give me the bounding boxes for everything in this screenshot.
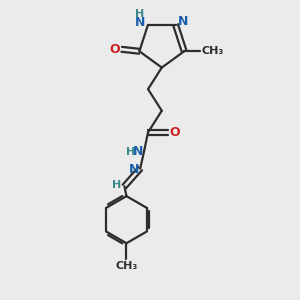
Text: H: H (112, 180, 121, 190)
Text: CH₃: CH₃ (202, 46, 224, 56)
Text: CH₃: CH₃ (115, 261, 138, 271)
Text: N: N (129, 163, 140, 176)
Text: H: H (126, 147, 135, 157)
Text: O: O (169, 126, 180, 139)
Text: H: H (136, 9, 145, 19)
Text: N: N (133, 146, 143, 158)
Text: O: O (110, 43, 120, 56)
Text: N: N (178, 14, 189, 28)
Text: N: N (135, 16, 145, 29)
